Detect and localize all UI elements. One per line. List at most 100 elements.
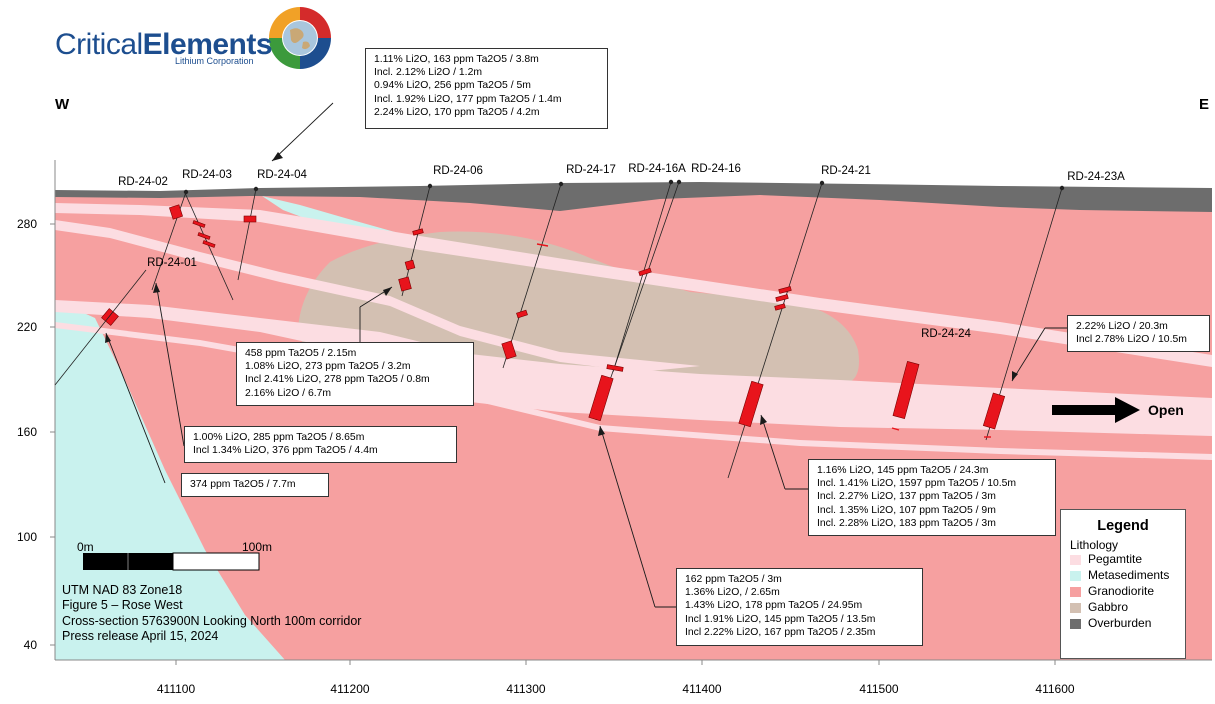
- hole-collar-rd-24-16a: [668, 179, 674, 185]
- drillhole-label: RD-24-21: [821, 165, 871, 177]
- annotation-line: Incl 2.78% Li2O / 10.5m: [1076, 334, 1187, 346]
- info-line: UTM NAD 83 Zone18: [62, 583, 183, 597]
- intercept-rd-24-21-a: [778, 286, 792, 294]
- intercept-rd-24-04: [243, 215, 257, 223]
- annotation-rd-24-06: 458 ppm Ta2O5 / 2.15m 1.08% Li2O, 273 pp…: [236, 342, 474, 406]
- y-tick-label: 280: [17, 217, 37, 231]
- intercept-rd-24-03-b: [197, 232, 211, 240]
- intercept-rd-24-23a: [982, 392, 1006, 430]
- intercept-rd-24-21-d: [738, 380, 764, 428]
- annotation-line: 1.36% Li2O, / 2.65m: [685, 587, 780, 599]
- hole-trace-rd-24-16a: [612, 181, 672, 373]
- intercept-rd-24-17-a: [516, 309, 528, 319]
- open-arrow: [1052, 397, 1140, 423]
- legend-swatch: [1070, 587, 1081, 597]
- drillhole-label: RD-24-23A: [1067, 171, 1125, 183]
- annotation-line: Incl. 1.35% Li2O, 107 ppm Ta2O5 / 9m: [817, 504, 996, 516]
- legend-item: Granodiorite: [1070, 584, 1185, 600]
- intercept-rd-24-21-c: [774, 303, 786, 311]
- annotation-line: Incl 2.41% Li2O, 278 ppm Ta2O5 / 0.8m: [245, 374, 430, 386]
- annotation-line: 1.08% Li2O, 273 ppm Ta2O5 / 3.2m: [245, 361, 411, 373]
- annotation-line: 1.11% Li2O, 163 ppm Ta2O5 / 3.8m: [374, 54, 539, 65]
- intercept-rd-24-16a-a: [638, 267, 652, 277]
- legend-item: Pegamtite: [1070, 552, 1185, 568]
- hole-trace-rd-24-21: [727, 182, 823, 479]
- intercept-rd-24-16-a: [606, 364, 624, 372]
- pegmatite-lower-dyke: [55, 322, 1212, 460]
- intercept-rd-24-16-b: [588, 374, 614, 422]
- annotation-line: 2.22% Li2O / 20.3m: [1076, 321, 1168, 332]
- annotation-line: 2.16% Li2O / 6.7m: [245, 387, 332, 399]
- annotation-line: Incl. 2.28% Li2O, 183 ppm Ta2O5 / 3m: [817, 517, 996, 529]
- logo-name-regular: Critical: [55, 28, 143, 61]
- intercept-rd-24-06-c: [398, 276, 412, 292]
- hole-trace-rd-24-17: [502, 183, 562, 369]
- legend-label: Pegamtite: [1088, 552, 1143, 566]
- annotation-rd-24-21: 1.16% Li2O, 145 ppm Ta2O5 / 24.3m Incl. …: [808, 459, 1056, 536]
- info-line: Figure 5 – Rose West: [62, 598, 183, 613]
- intercept-rd-24-06-a: [412, 228, 424, 236]
- y-tick-label: 160: [17, 425, 37, 439]
- logo-wordmark: CriticalElements: [55, 28, 273, 62]
- intercept-rd-24-21-b: [775, 294, 789, 302]
- legend-swatch: [1070, 571, 1081, 581]
- hole-collar-rd-24-02: [183, 189, 189, 195]
- annotation-line: 1.00% Li2O, 285 ppm Ta2O5 / 8.65m: [193, 432, 365, 443]
- hole-trace-rd-24-03: [184, 192, 234, 301]
- legend-swatch: [1070, 603, 1081, 613]
- legend-label: Granodiorite: [1088, 584, 1155, 598]
- logo-globe-icon: [269, 7, 331, 69]
- logo-name-bold: Elements: [142, 28, 273, 61]
- hole-collar-rd-24-17: [558, 181, 564, 187]
- x-tick-label: 411100: [157, 682, 196, 696]
- hole-trace-rd-24-04: [237, 188, 257, 281]
- company-logo: CriticalElements Lithium Corporation: [55, 6, 345, 76]
- annotation-line: 374 ppm Ta2O5 / 7.7m: [190, 479, 296, 490]
- hole-collar-rd-24-06: [427, 183, 433, 189]
- drillhole-label: RD-24-01: [147, 257, 197, 269]
- y-tick-label: 100: [17, 530, 37, 544]
- drillhole-label: RD-24-04: [257, 169, 307, 181]
- intercept-rd-24-03-c: [202, 240, 216, 248]
- legend-title: Legend: [1097, 518, 1149, 534]
- logo-subtitle: Lithium Corporation: [175, 56, 254, 66]
- annotation-line: 1.43% Li2O, 178 ppm Ta2O5 / 24.95m: [685, 600, 863, 612]
- annotation-line: Incl 1.34% Li2O, 376 ppm Ta2O5 / 4.4m: [193, 445, 378, 457]
- annotation-line: Incl. 2.12% Li2O / 1.2m: [374, 67, 483, 79]
- drillhole-label: RD-24-02: [118, 176, 168, 188]
- compass-east: E: [1199, 96, 1210, 113]
- annotation-rd-24-17: 162 ppm Ta2O5 / 3m 1.36% Li2O, / 2.65m 1…: [676, 568, 923, 646]
- annotation-rd-24-23a: 2.22% Li2O / 20.3m Incl 2.78% Li2O / 10.…: [1067, 315, 1210, 352]
- drillhole-label: RD-24-17: [566, 164, 616, 176]
- annotation-line: 162 ppm Ta2O5 / 3m: [685, 574, 782, 585]
- legend-label: Gabbro: [1088, 600, 1129, 614]
- annotation-line: 0.94% Li2O, 256 ppm Ta2O5 / 5m: [374, 80, 531, 92]
- overburden-layer: [55, 182, 1212, 212]
- annotation-line: 2.24% Li2O, 170 ppm Ta2O5 / 4.2m: [374, 106, 540, 118]
- hole-collar-rd-24-23a: [1059, 185, 1065, 191]
- compass-west: W: [55, 96, 70, 113]
- annotation-rd-24-04: 1.11% Li2O, 163 ppm Ta2O5 / 3.8m Incl. 2…: [365, 48, 608, 129]
- drillhole-label: RD-24-24: [921, 328, 971, 340]
- legend-item: Metasediments: [1070, 568, 1185, 584]
- y-tick-label: 40: [24, 638, 38, 652]
- annotation-line: Incl. 2.27% Li2O, 137 ppm Ta2O5 / 3m: [817, 491, 996, 503]
- info-line: Cross-section 5763900N Looking North 100…: [62, 613, 362, 628]
- legend-label: Metasediments: [1088, 568, 1170, 582]
- open-label: Open: [1148, 402, 1184, 418]
- intercept-rd-24-02: [169, 204, 183, 220]
- x-tick-label: 411600: [1035, 682, 1074, 696]
- hole-collar-rd-24-04: [253, 186, 259, 192]
- legend-item: Gabbro: [1070, 600, 1185, 616]
- x-tick-label: 411400: [682, 682, 721, 696]
- drillhole-label: RD-24-16: [691, 163, 741, 175]
- intercept-rd-24-03-a: [192, 220, 206, 228]
- legend: Legend Lithology Pegamtite Metasediments…: [1060, 509, 1186, 659]
- x-tick-label: 411500: [859, 682, 898, 696]
- hole-collar-rd-24-16: [676, 179, 682, 185]
- hole-collar-rd-24-21: [819, 180, 825, 186]
- annotation-line: 1.16% Li2O, 145 ppm Ta2O5 / 24.3m: [817, 465, 989, 476]
- legend-item: Overburden: [1070, 616, 1185, 632]
- legend-swatch: [1070, 619, 1081, 629]
- x-tick-label: 411300: [506, 682, 545, 696]
